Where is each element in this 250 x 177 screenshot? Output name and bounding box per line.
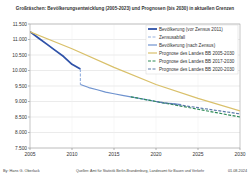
plot-frame bbox=[30, 24, 240, 148]
tick bbox=[114, 148, 115, 150]
grid-line bbox=[30, 117, 240, 118]
chart: Großräschen: Bevölkerungsentwicklung (20… bbox=[0, 0, 250, 177]
legend-box bbox=[146, 25, 238, 74]
grid-line bbox=[114, 24, 115, 148]
x-tick-label: 2025 bbox=[192, 151, 203, 157]
legend-swatch bbox=[148, 68, 157, 69]
legend-label: Bevölkerung (nach Zensus) bbox=[159, 43, 216, 48]
y-tick-label: 9.500 bbox=[15, 84, 27, 89]
y-tick-label: 7.500 bbox=[15, 146, 27, 151]
y-tick-label: 11.000 bbox=[13, 37, 28, 42]
source: Quellen: Amt für Statistik Berlin-Brande… bbox=[76, 169, 205, 173]
tick bbox=[28, 39, 30, 40]
title: Großräschen: Bevölkerungsentwicklung (20… bbox=[16, 6, 234, 11]
series-line bbox=[80, 69, 81, 85]
y-tick-label: 9.000 bbox=[15, 99, 27, 104]
tick bbox=[28, 24, 30, 25]
x-tick-label: 2020 bbox=[150, 151, 161, 157]
credit: By: Hans G. Oberlack bbox=[3, 169, 40, 173]
legend: Bevölkerung (vor Zensus 2011) Zensusabfal… bbox=[146, 25, 238, 74]
tick bbox=[28, 55, 30, 56]
date: 01.08.2024 bbox=[228, 169, 247, 173]
tick bbox=[28, 148, 30, 149]
tick bbox=[198, 148, 199, 150]
grid-line bbox=[30, 132, 240, 133]
y-tick-label: 10.000 bbox=[12, 68, 27, 73]
legend-swatch bbox=[148, 60, 157, 61]
x-tick-label: 2015 bbox=[108, 151, 119, 157]
tick bbox=[28, 70, 30, 71]
y-tick-label: 11.500 bbox=[13, 22, 28, 27]
tick bbox=[30, 148, 31, 150]
legend-label: Bevölkerung (vor Zensus 2011) bbox=[159, 27, 223, 32]
legend-label: Zensusabfall bbox=[159, 35, 185, 40]
series-group bbox=[30, 32, 240, 117]
legend-swatch bbox=[148, 36, 157, 37]
tick bbox=[240, 148, 241, 150]
series-line bbox=[156, 102, 240, 114]
tick bbox=[28, 132, 30, 133]
tick bbox=[28, 117, 30, 118]
legend-swatch bbox=[148, 52, 157, 53]
y-tick-label: 8.000 bbox=[15, 130, 27, 135]
legend-swatch bbox=[148, 44, 157, 45]
legend-label: Prognose des Landes BB 2005-2030 bbox=[159, 51, 235, 56]
x-tick-label: 2005 bbox=[24, 151, 35, 157]
grid-line bbox=[72, 24, 73, 148]
series-line bbox=[131, 97, 240, 117]
y-tick-label: 10.500 bbox=[12, 53, 27, 58]
tick bbox=[156, 148, 157, 150]
tick bbox=[72, 148, 73, 150]
grid-line bbox=[30, 86, 240, 87]
series-line bbox=[30, 32, 240, 111]
grid bbox=[28, 24, 240, 150]
tick bbox=[28, 101, 30, 102]
series-line bbox=[30, 32, 80, 69]
tick bbox=[28, 86, 30, 87]
x-tick-label: 2010 bbox=[66, 151, 77, 157]
y-tick-label: 8.500 bbox=[15, 115, 27, 120]
x-tick-label: 2030 bbox=[234, 151, 245, 157]
legend-label: Prognose des Landes BB 2017-2030 bbox=[159, 59, 235, 64]
legend-swatch bbox=[148, 28, 157, 30]
legend-label: Prognose des Landes BB 2020-2030 bbox=[159, 67, 235, 72]
